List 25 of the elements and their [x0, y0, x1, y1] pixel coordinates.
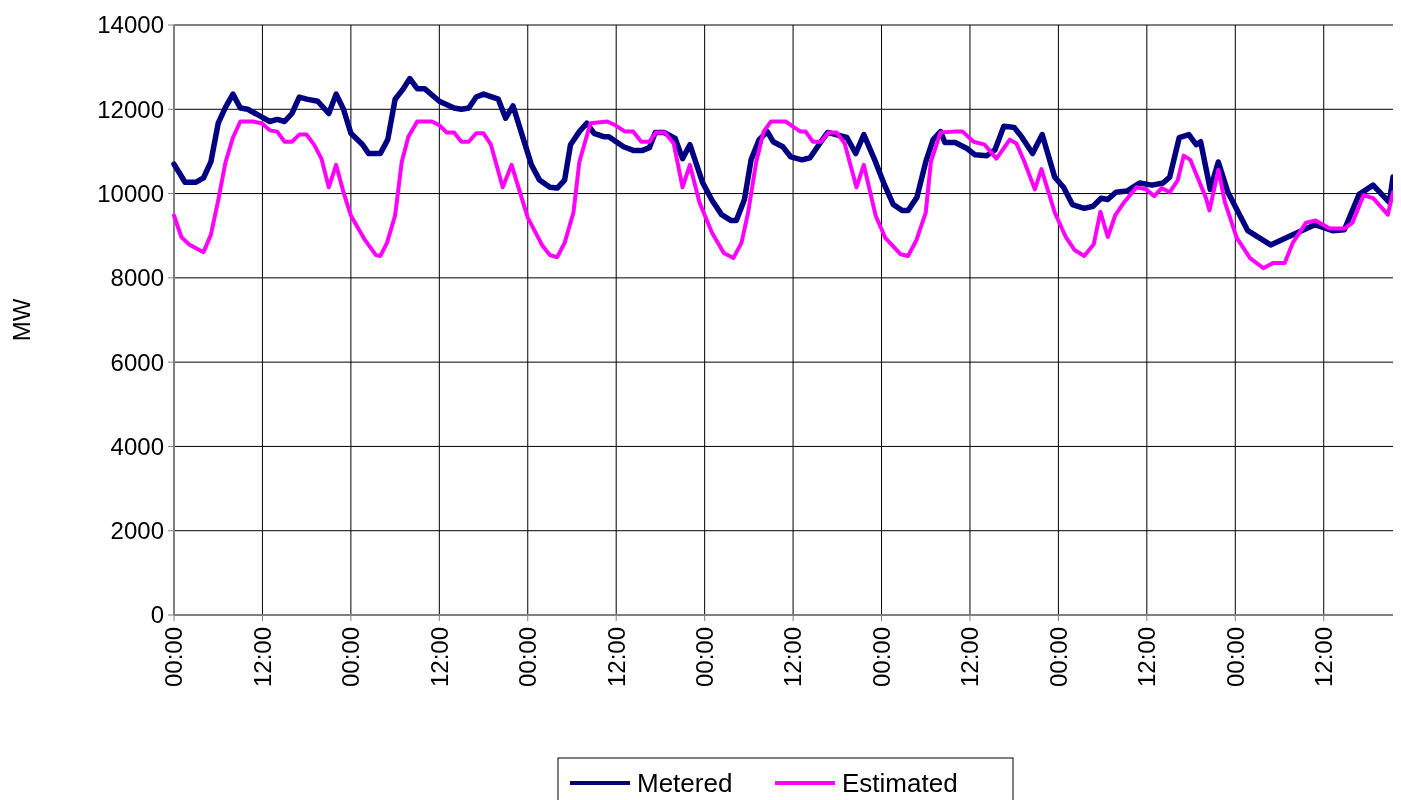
legend-label: Metered	[637, 768, 733, 799]
y-tick-label: 12000	[97, 95, 164, 123]
y-tick-label: 10000	[97, 179, 164, 207]
x-tick-label: 00:00	[514, 627, 542, 688]
x-tick-label: 00:00	[1044, 627, 1072, 688]
y-axis-title: MW	[8, 298, 35, 342]
y-tick-label: 4000	[110, 432, 164, 460]
x-tick-label: 00:00	[691, 627, 719, 688]
legend-label: Estimated	[842, 768, 958, 799]
x-tick-label: 00:00	[160, 627, 188, 688]
x-tick-label: 12:00	[602, 627, 630, 688]
y-tick-label: 0	[150, 601, 164, 629]
y-tick-label: 8000	[110, 264, 164, 292]
x-tick-label: 00:00	[1221, 627, 1249, 688]
x-tick-label: 12:00	[248, 627, 276, 688]
y-tick-label: 2000	[110, 517, 164, 545]
x-tick-label: 12:00	[956, 627, 984, 688]
x-tick-label: 12:00	[425, 627, 453, 688]
y-tick-label: 6000	[110, 348, 164, 376]
x-tick-label: 00:00	[337, 627, 365, 688]
x-tick-label: 00:00	[867, 627, 895, 688]
x-tick-label: 12:00	[1133, 627, 1161, 688]
y-tick-label: 14000	[97, 11, 164, 39]
x-tick-label: 12:00	[1310, 627, 1338, 688]
x-tick-label: 12:00	[779, 627, 807, 688]
